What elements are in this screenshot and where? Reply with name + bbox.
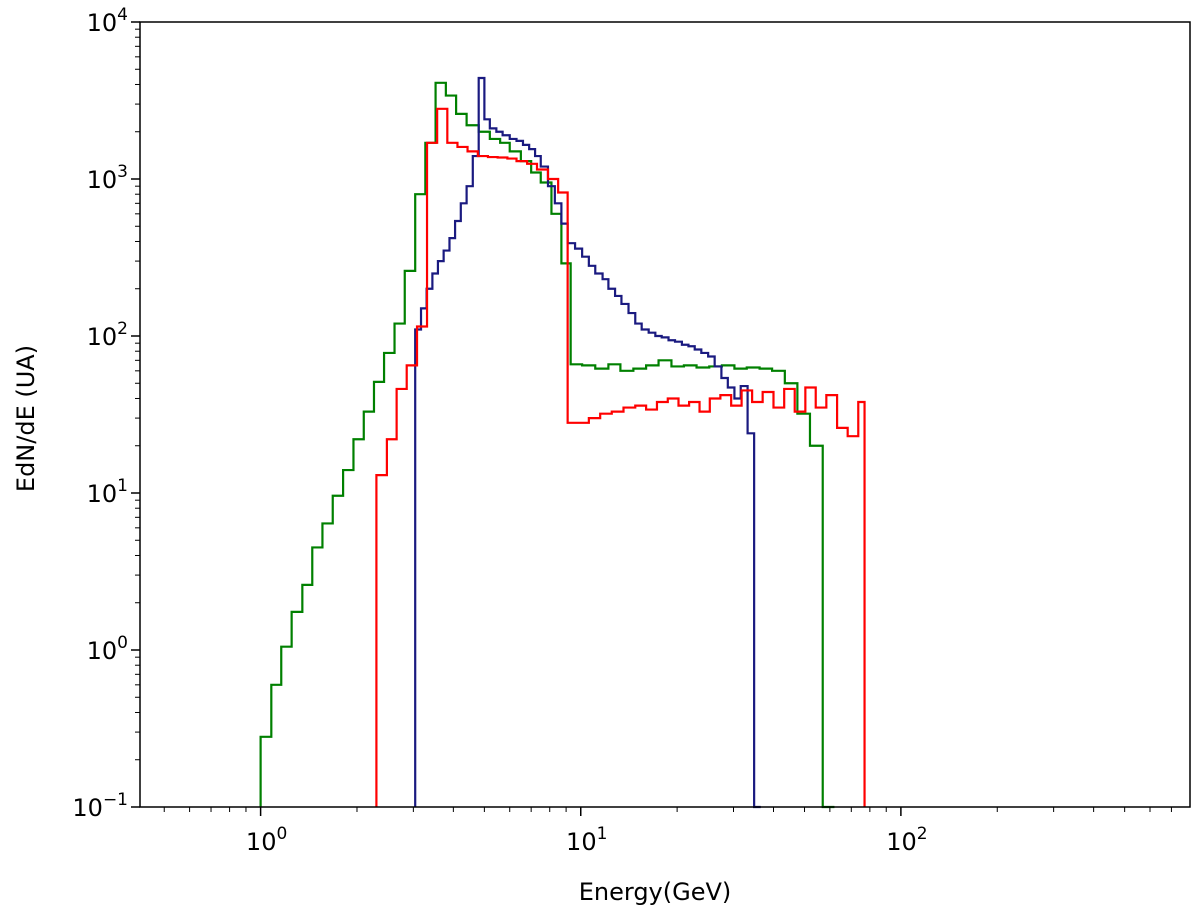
series-line-2 [414,76,761,809]
tick-layer: 100 101 102 10−1 100 101 102 103 104 [72,5,1172,856]
x-axis-label: Energy(GeV) [579,878,732,906]
y-tick-label: 103 [87,162,128,194]
x-tick-label: 100 [246,824,287,856]
y-tick-label: 100 [87,633,128,665]
y-axis-label: EdN/dE (UA) [12,345,40,492]
y-tick-label: 101 [87,476,128,508]
y-tick-label: 102 [87,319,128,351]
plot-area-frame [139,21,1191,808]
series-line-1 [259,81,835,809]
x-tick-label: 102 [886,824,927,856]
x-tick-label: 101 [566,824,607,856]
series-line-3 [375,107,866,807]
y-tick-label: 10−1 [72,790,128,822]
series-layer [259,76,866,809]
y-tick-label: 104 [87,5,128,37]
